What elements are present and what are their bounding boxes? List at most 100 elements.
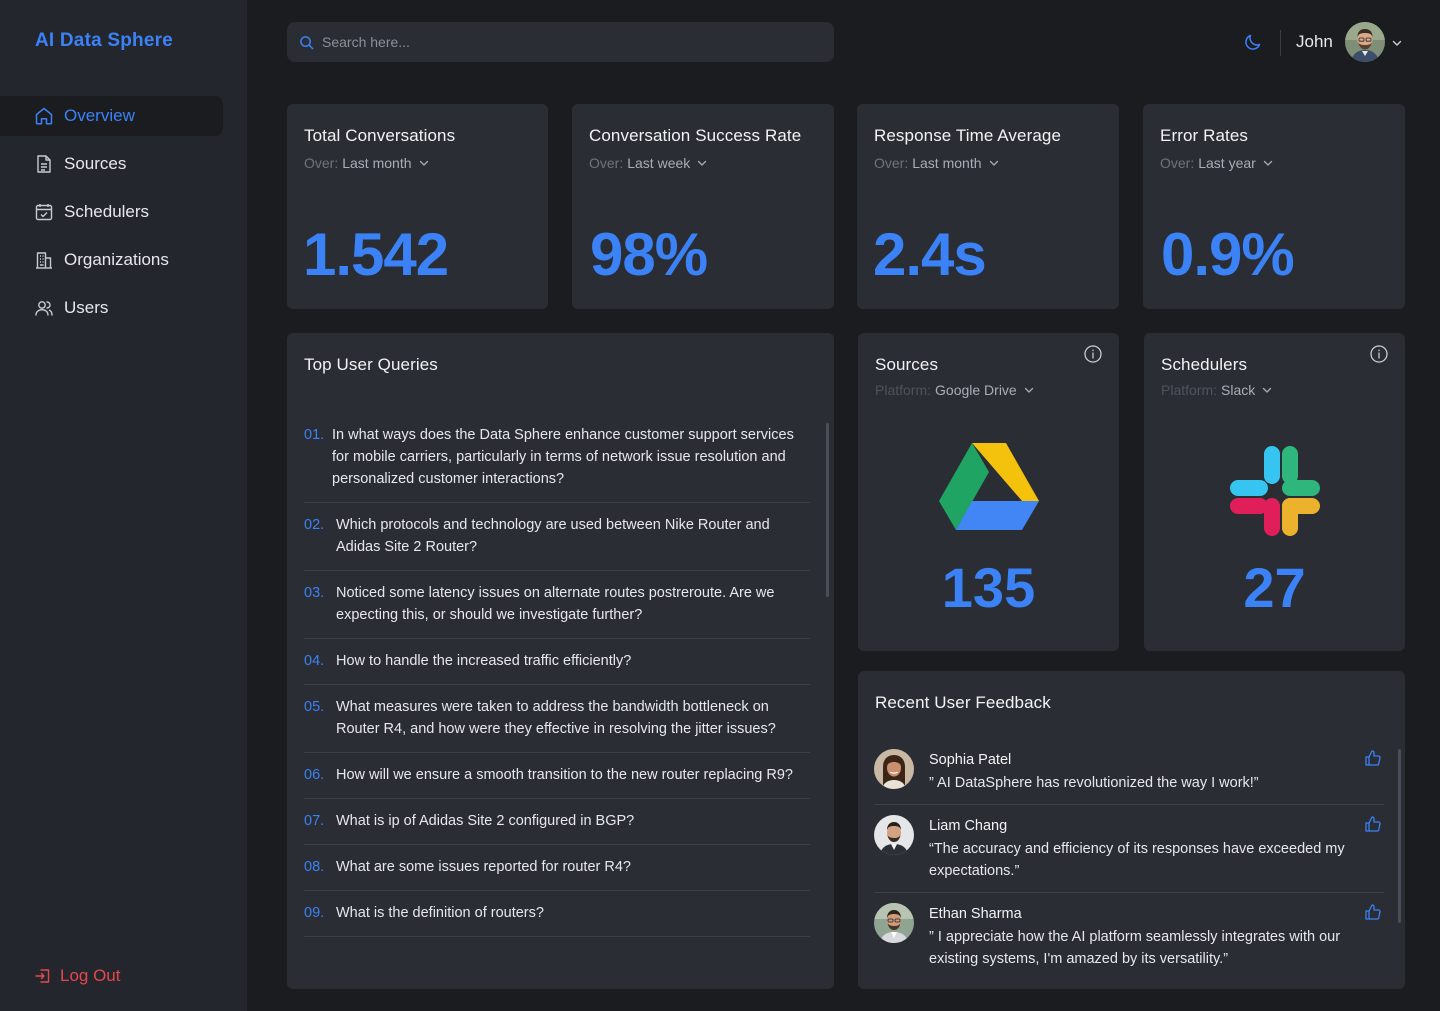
query-number: 05. <box>304 699 325 715</box>
feedback-author: Liam Chang <box>929 818 1008 834</box>
list-item[interactable]: 07. What is ip of Adidas Site 2 configure… <box>304 799 810 845</box>
period-label: Over: <box>589 155 624 171</box>
query-text: What measures were taken to address the … <box>336 699 776 737</box>
list-item[interactable]: 06. How will we ensure a smooth transitio… <box>304 753 810 799</box>
card-title: Recent User Feedback <box>875 693 1051 712</box>
recent-feedback-panel: Recent User Feedback Sophia Patel ” AI D… <box>858 671 1405 989</box>
list-item[interactable]: 05. What measures were taken to address t… <box>304 685 810 753</box>
chevron-down-icon <box>1262 157 1274 169</box>
query-number: 04. <box>304 653 325 669</box>
platform-value: Google Drive <box>935 382 1017 398</box>
platform-value: Slack <box>1221 382 1256 398</box>
scrollbar[interactable] <box>1398 749 1401 923</box>
list-item[interactable]: 09. What is the definition of routers? <box>304 891 810 937</box>
card-title: Conversation Success Rate <box>589 126 802 145</box>
query-number: 07. <box>304 813 325 829</box>
sidebar: AI Data Sphere Overview Sources Schedule… <box>0 0 247 1011</box>
period-selector[interactable]: Over: Last month <box>304 155 430 171</box>
sidebar-item-schedulers[interactable]: Schedulers <box>0 192 223 232</box>
period-selector[interactable]: Over: Last month <box>874 155 1000 171</box>
avatar[interactable] <box>1345 22 1385 62</box>
list-item[interactable]: 01. In what ways does the Data Sphere enh… <box>304 413 810 503</box>
sources-count: 135 <box>941 556 1036 619</box>
list-item[interactable]: 03. Noticed some latency issues on altern… <box>304 571 810 639</box>
moon-icon[interactable] <box>1243 32 1263 57</box>
sidebar-item-sources[interactable]: Sources <box>0 144 223 184</box>
chevron-down-icon[interactable] <box>1391 36 1403 54</box>
sidebar-item-label: Overview <box>64 106 135 125</box>
scrollbar[interactable] <box>826 423 829 597</box>
chevron-down-icon <box>1261 384 1273 396</box>
logout-icon <box>34 967 52 985</box>
schedulers-count: 27 <box>1243 556 1306 619</box>
stat-value: 0.9% <box>1161 221 1295 288</box>
top-user-queries-panel: Top User Queries 01. In what ways does th… <box>287 333 834 989</box>
feedback-author: Ethan Sharma <box>929 906 1022 922</box>
stat-card-error-rates: Error Rates Over: Last year 0.9% <box>1143 104 1405 309</box>
sidebar-nav: Overview Sources Schedulers Organization… <box>0 96 247 336</box>
feedback-text: ” I appreciate how the AI platform seaml… <box>929 929 1341 967</box>
thumbs-up-icon[interactable] <box>1364 749 1382 772</box>
query-number: 08. <box>304 859 325 875</box>
info-icon[interactable] <box>1083 344 1103 369</box>
period-value: Last year <box>1198 155 1256 171</box>
list-item[interactable]: 08. What are some issues reported for rou… <box>304 845 810 891</box>
info-icon[interactable] <box>1369 344 1389 369</box>
period-value: Last week <box>627 155 691 171</box>
users-icon <box>34 298 54 318</box>
sidebar-item-organizations[interactable]: Organizations <box>0 240 223 280</box>
list-item: Sophia Patel ” AI DataSphere has revolut… <box>874 739 1384 805</box>
feedback-text: ” AI DataSphere has revolutionized the w… <box>929 775 1259 791</box>
platform-selector[interactable]: Platform: Slack <box>1161 382 1273 398</box>
card-title: Total Conversations <box>304 126 456 145</box>
sidebar-item-overview[interactable]: Overview <box>0 96 223 136</box>
platform-label: Platform: <box>1161 382 1218 398</box>
query-text: In what ways does the Data Sphere enhanc… <box>332 427 794 487</box>
list-item[interactable]: 04. How to handle the increased traffic e… <box>304 639 810 685</box>
query-text: Noticed some latency issues on alternate… <box>336 585 775 623</box>
logout-label: Log Out <box>60 966 121 985</box>
feedback-author: Sophia Patel <box>929 752 1012 768</box>
stat-card-success-rate: Conversation Success Rate Over: Last wee… <box>572 104 834 309</box>
query-text: Which protocols and technology are used … <box>336 517 770 555</box>
chevron-down-icon <box>988 157 1000 169</box>
platform-selector[interactable]: Platform: Google Drive <box>875 382 1035 398</box>
chevron-down-icon <box>1023 384 1035 396</box>
query-number: 01. <box>304 427 325 443</box>
building-icon <box>34 250 54 270</box>
sidebar-item-users[interactable]: Users <box>0 288 223 328</box>
thumbs-up-icon[interactable] <box>1364 815 1382 838</box>
period-selector[interactable]: Over: Last week <box>589 155 708 171</box>
chevron-down-icon <box>696 157 708 169</box>
avatar <box>874 903 914 943</box>
period-value: Last month <box>912 155 982 171</box>
search-input[interactable] <box>322 34 802 50</box>
sidebar-item-label: Schedulers <box>64 202 150 221</box>
sidebar-item-label: Users <box>64 298 109 317</box>
stat-value: 98% <box>590 221 708 288</box>
stat-card-total-conversations: Total Conversations Over: Last month 1.5… <box>287 104 548 309</box>
stat-card-response-time: Response Time Average Over: Last month 2… <box>857 104 1119 309</box>
user-name[interactable]: John <box>1296 32 1333 51</box>
slack-icon <box>1230 446 1320 541</box>
logout-button[interactable]: Log Out <box>34 966 121 986</box>
query-text: How will we ensure a smooth transition t… <box>336 767 793 783</box>
avatar <box>874 749 914 789</box>
period-selector[interactable]: Over: Last year <box>1160 155 1274 171</box>
query-number: 09. <box>304 905 325 921</box>
query-number: 02. <box>304 517 325 533</box>
list-item[interactable]: 02. Which protocols and technology are us… <box>304 503 810 571</box>
brand-logo[interactable]: AI Data Sphere <box>35 30 173 51</box>
sidebar-item-label: Organizations <box>64 250 169 269</box>
thumbs-up-icon[interactable] <box>1364 903 1382 926</box>
schedulers-card: Schedulers Platform: Slack 27 <box>1144 333 1405 651</box>
queries-list: 01. In what ways does the Data Sphere enh… <box>304 413 810 937</box>
card-title: Sources <box>875 355 939 374</box>
avatar <box>874 815 914 855</box>
feedback-list: Sophia Patel ” AI DataSphere has revolut… <box>874 739 1384 980</box>
search-icon <box>299 35 314 50</box>
card-title: Response Time Average <box>874 126 1062 145</box>
query-text: What are some issues reported for router… <box>336 859 631 875</box>
search-bar[interactable] <box>287 22 834 62</box>
query-text: How to handle the increased traffic effi… <box>336 653 632 669</box>
